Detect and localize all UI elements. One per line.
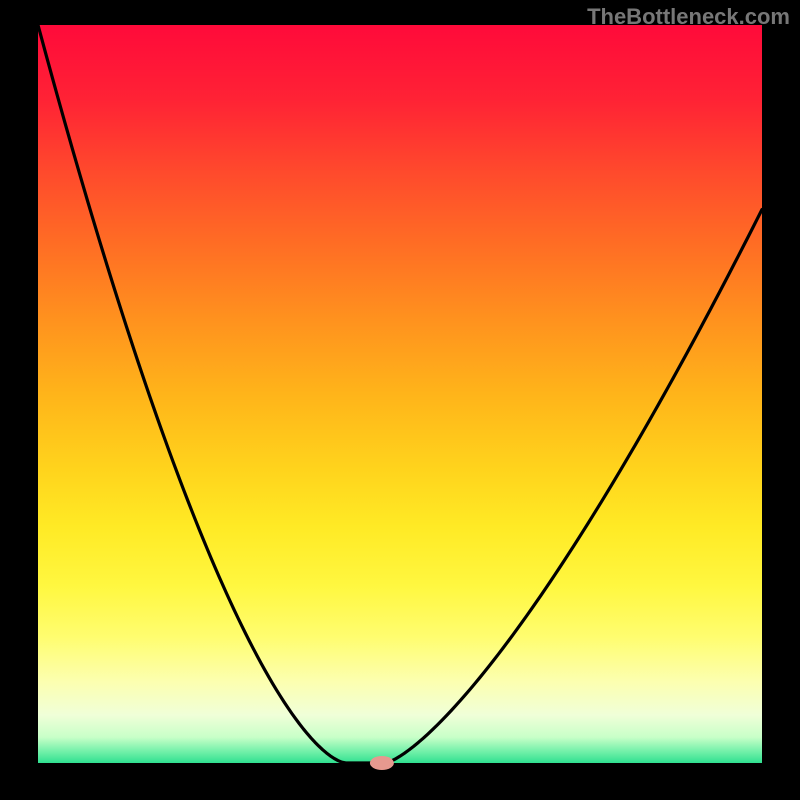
optimal-point-marker	[370, 756, 394, 770]
bottleneck-chart	[0, 0, 800, 800]
plot-background	[38, 25, 762, 763]
chart-container: TheBottleneck.com	[0, 0, 800, 800]
watermark-text: TheBottleneck.com	[587, 4, 790, 30]
